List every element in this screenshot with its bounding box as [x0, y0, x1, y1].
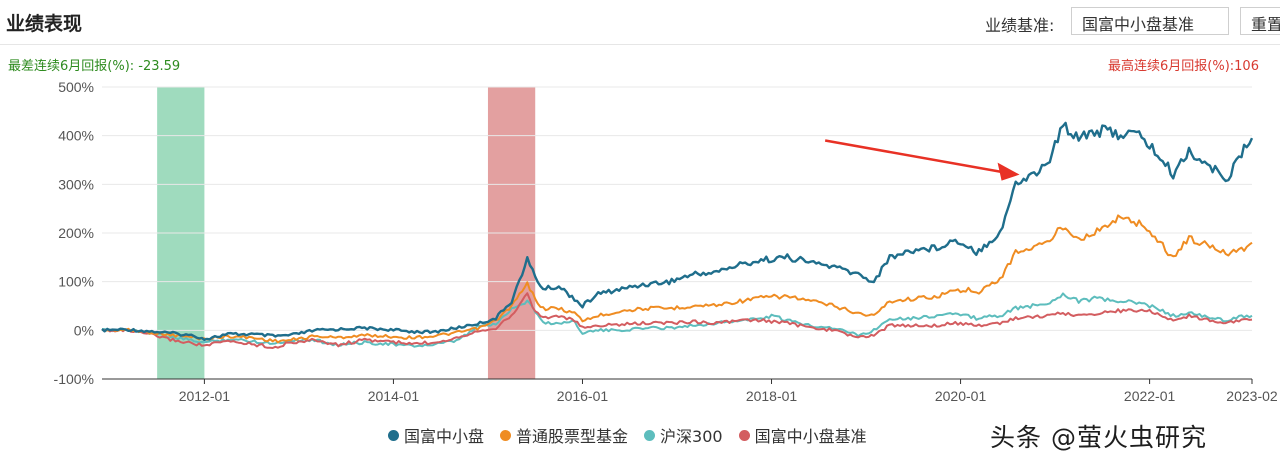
x-tick-label: 2018-01 — [746, 388, 798, 404]
legend-label: 沪深300 — [660, 427, 723, 446]
legend-label: 国富中小盘基准 — [754, 427, 867, 446]
legend-item-benchmark[interactable]: 国富中小盘基准 — [738, 423, 867, 447]
best-6m-return: 最高连续6月回报(%):106 — [1108, 55, 1259, 74]
series-line-benchmark — [101, 292, 1253, 349]
legend-label: 国富中小盘 — [404, 427, 485, 446]
annotation-arrow-line — [824, 139, 1006, 174]
worst-6m-value: -23.59 — [138, 59, 181, 74]
x-tick-label: 2020-01 — [935, 388, 987, 404]
y-tick-label: 100% — [58, 274, 94, 290]
benchmark-select[interactable]: 国富中小盘基准 — [1071, 7, 1229, 35]
header-divider — [0, 44, 1280, 45]
series-line-hs300 — [102, 292, 1253, 348]
y-tick-label: -100% — [54, 371, 94, 387]
y-tick-label: 500% — [58, 79, 94, 95]
x-tick-label: 2023-02 — [1226, 388, 1278, 404]
watermark: 头条 @萤火虫研究 — [990, 423, 1207, 452]
chart-legend: 国富中小盘 普通股票型基金 沪深300 国富中小盘基准 — [388, 423, 867, 447]
annotation-arrow-head — [997, 162, 1020, 181]
y-tick-label: 400% — [58, 128, 94, 144]
legend-dot — [500, 429, 512, 441]
legend-label: 普通股票型基金 — [516, 427, 629, 446]
x-tick-label: 2022-01 — [1124, 388, 1176, 404]
series-line-stock_fund — [101, 214, 1253, 344]
y-tick-label: 300% — [58, 176, 94, 192]
benchmark-label: 业绩基准: — [985, 16, 1055, 35]
worst-6m-label: 最差连续6月回报(%): — [8, 59, 135, 74]
y-tick-label: 200% — [58, 225, 94, 241]
y-tick-label: 0% — [74, 322, 94, 338]
best-6m-label: 最高连续6月回报(%): — [1108, 59, 1235, 74]
best-6m-value: 106 — [1234, 59, 1259, 74]
legend-dot — [388, 429, 399, 441]
x-tick-label: 2012-01 — [179, 388, 231, 404]
reset-button[interactable]: 重置 — [1240, 7, 1280, 35]
legend-item-hs300[interactable]: 沪深300 — [644, 423, 723, 447]
legend-item-guofu[interactable]: 国富中小盘 — [388, 423, 484, 447]
legend-item-stock_fund[interactable]: 普通股票型基金 — [500, 423, 628, 447]
legend-dot — [738, 429, 750, 441]
x-tick-label: 2016-01 — [557, 388, 609, 404]
series-line-guofu — [101, 121, 1254, 342]
legend-dot — [644, 429, 656, 441]
worst-6m-return: 最差连续6月回报(%): -23.59 — [8, 55, 180, 74]
x-tick-label: 2014-01 — [368, 388, 420, 404]
page-title: 业绩表现 — [6, 13, 83, 35]
